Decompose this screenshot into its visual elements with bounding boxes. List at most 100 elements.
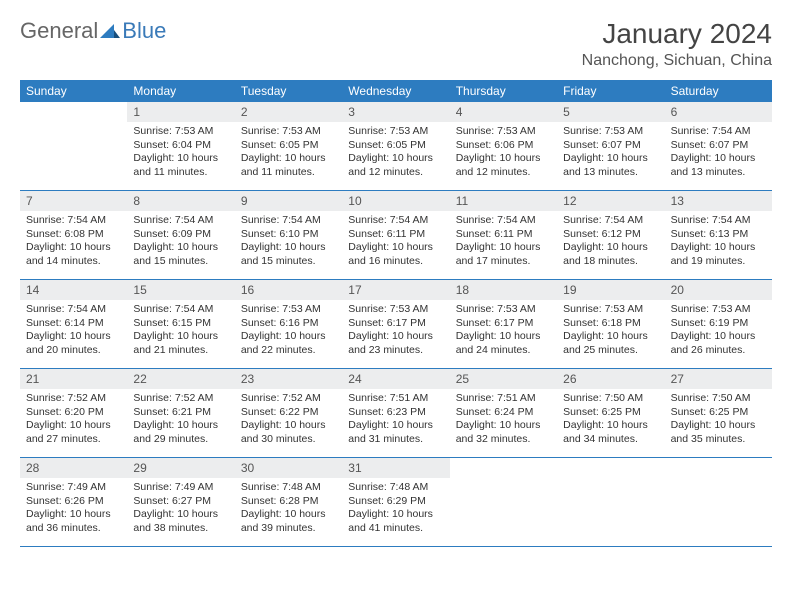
day-details: Sunrise: 7:54 AMSunset: 6:07 PMDaylight:… (665, 125, 772, 180)
day-cell: 29 Sunrise: 7:49 AMSunset: 6:27 PMDayligh… (127, 458, 234, 546)
month-title: January 2024 (582, 18, 772, 50)
day-cell: 22 Sunrise: 7:52 AMSunset: 6:21 PMDayligh… (127, 369, 234, 457)
day-number: 28 (20, 458, 127, 478)
week-row: .1 Sunrise: 7:53 AMSunset: 6:04 PMDayligh… (20, 102, 772, 191)
day-number: 24 (342, 369, 449, 389)
day-cell: 25 Sunrise: 7:51 AMSunset: 6:24 PMDayligh… (450, 369, 557, 457)
day-cell: 13Sunrise: 7:54 AMSunset: 6:13 PMDayligh… (665, 191, 772, 279)
day-number: 25 (450, 369, 557, 389)
day-number: 20 (665, 280, 772, 300)
day-cell: 17Sunrise: 7:53 AMSunset: 6:17 PMDayligh… (342, 280, 449, 368)
day-cell: . (450, 458, 557, 546)
calendar: Sunday Monday Tuesday Wednesday Thursday… (20, 80, 772, 547)
week-row: 7 Sunrise: 7:54 AMSunset: 6:08 PMDaylight… (20, 191, 772, 280)
day-cell: 11Sunrise: 7:54 AMSunset: 6:11 PMDayligh… (450, 191, 557, 279)
day-cell: 5 Sunrise: 7:53 AMSunset: 6:07 PMDaylight… (557, 102, 664, 190)
day-details: Sunrise: 7:50 AMSunset: 6:25 PMDaylight:… (665, 392, 772, 447)
logo: General Blue (20, 18, 166, 44)
weekday-label: Wednesday (342, 80, 449, 102)
day-cell: 10Sunrise: 7:54 AMSunset: 6:11 PMDayligh… (342, 191, 449, 279)
weekday-label: Tuesday (235, 80, 342, 102)
day-number: 18 (450, 280, 557, 300)
day-cell: 2 Sunrise: 7:53 AMSunset: 6:05 PMDaylight… (235, 102, 342, 190)
day-number: 3 (342, 102, 449, 122)
day-details: Sunrise: 7:53 AMSunset: 6:06 PMDaylight:… (450, 125, 557, 180)
day-number: 10 (342, 191, 449, 211)
logo-text-general: General (20, 18, 98, 44)
day-cell: 19Sunrise: 7:53 AMSunset: 6:18 PMDayligh… (557, 280, 664, 368)
day-cell: 18 Sunrise: 7:53 AMSunset: 6:17 PMDayligh… (450, 280, 557, 368)
week-row: 28Sunrise: 7:49 AMSunset: 6:26 PMDayligh… (20, 458, 772, 547)
day-cell: 26 Sunrise: 7:50 AMSunset: 6:25 PMDayligh… (557, 369, 664, 457)
header: General Blue January 2024 Nanchong, Sich… (20, 18, 772, 70)
logo-text-blue: Blue (122, 18, 166, 44)
day-cell: 20 Sunrise: 7:53 AMSunset: 6:19 PMDayligh… (665, 280, 772, 368)
day-details: Sunrise: 7:54 AMSunset: 6:08 PMDaylight:… (20, 214, 127, 269)
day-details: Sunrise: 7:53 AMSunset: 6:19 PMDaylight:… (665, 303, 772, 358)
day-details: Sunrise: 7:53 AMSunset: 6:07 PMDaylight:… (557, 125, 664, 180)
day-details: Sunrise: 7:53 AMSunset: 6:16 PMDaylight:… (235, 303, 342, 358)
day-cell: 24 Sunrise: 7:51 AMSunset: 6:23 PMDayligh… (342, 369, 449, 457)
day-details: Sunrise: 7:53 AMSunset: 6:17 PMDaylight:… (342, 303, 449, 358)
weekday-label: Thursday (450, 80, 557, 102)
day-number: 16 (235, 280, 342, 300)
day-cell: 14 Sunrise: 7:54 AMSunset: 6:14 PMDayligh… (20, 280, 127, 368)
day-details: Sunrise: 7:54 AMSunset: 6:11 PMDaylight:… (450, 214, 557, 269)
day-details: Sunrise: 7:53 AMSunset: 6:04 PMDaylight:… (127, 125, 234, 180)
day-cell: . (665, 458, 772, 546)
day-number: 1 (127, 102, 234, 122)
day-details: Sunrise: 7:54 AMSunset: 6:15 PMDaylight:… (127, 303, 234, 358)
day-number: 29 (127, 458, 234, 478)
day-cell: 31Sunrise: 7:48 AMSunset: 6:29 PMDayligh… (342, 458, 449, 546)
location: Nanchong, Sichuan, China (582, 52, 772, 70)
title-block: January 2024 Nanchong, Sichuan, China (582, 18, 772, 70)
day-number: 8 (127, 191, 234, 211)
day-number: 5 (557, 102, 664, 122)
day-details: Sunrise: 7:48 AMSunset: 6:28 PMDaylight:… (235, 481, 342, 536)
day-cell: 23Sunrise: 7:52 AMSunset: 6:22 PMDayligh… (235, 369, 342, 457)
day-cell: 9 Sunrise: 7:54 AMSunset: 6:10 PMDaylight… (235, 191, 342, 279)
day-cell: 8 Sunrise: 7:54 AMSunset: 6:09 PMDaylight… (127, 191, 234, 279)
day-number: 26 (557, 369, 664, 389)
day-details: Sunrise: 7:52 AMSunset: 6:21 PMDaylight:… (127, 392, 234, 447)
day-number: 30 (235, 458, 342, 478)
day-details: Sunrise: 7:50 AMSunset: 6:25 PMDaylight:… (557, 392, 664, 447)
day-details: Sunrise: 7:52 AMSunset: 6:20 PMDaylight:… (20, 392, 127, 447)
day-number: 7 (20, 191, 127, 211)
day-cell: 4 Sunrise: 7:53 AMSunset: 6:06 PMDaylight… (450, 102, 557, 190)
day-cell: 30 Sunrise: 7:48 AMSunset: 6:28 PMDayligh… (235, 458, 342, 546)
day-number: 27 (665, 369, 772, 389)
day-cell: . (20, 102, 127, 190)
weekday-label: Saturday (665, 80, 772, 102)
day-details: Sunrise: 7:53 AMSunset: 6:17 PMDaylight:… (450, 303, 557, 358)
day-details: Sunrise: 7:54 AMSunset: 6:14 PMDaylight:… (20, 303, 127, 358)
day-details: Sunrise: 7:54 AMSunset: 6:12 PMDaylight:… (557, 214, 664, 269)
day-details: Sunrise: 7:51 AMSunset: 6:24 PMDaylight:… (450, 392, 557, 447)
day-number: 13 (665, 191, 772, 211)
day-details: Sunrise: 7:49 AMSunset: 6:27 PMDaylight:… (127, 481, 234, 536)
day-number: 6 (665, 102, 772, 122)
weekday-label: Friday (557, 80, 664, 102)
day-cell: 6 Sunrise: 7:54 AMSunset: 6:07 PMDaylight… (665, 102, 772, 190)
day-details: Sunrise: 7:51 AMSunset: 6:23 PMDaylight:… (342, 392, 449, 447)
weekday-header: Sunday Monday Tuesday Wednesday Thursday… (20, 80, 772, 102)
day-details: Sunrise: 7:53 AMSunset: 6:05 PMDaylight:… (342, 125, 449, 180)
weeks-container: .1Sunrise: 7:53 AMSunset: 6:04 PMDayligh… (20, 102, 772, 547)
day-number: 23 (235, 369, 342, 389)
day-number: 14 (20, 280, 127, 300)
logo-mark-icon (100, 18, 120, 44)
day-details: Sunrise: 7:54 AMSunset: 6:09 PMDaylight:… (127, 214, 234, 269)
week-row: 21Sunrise: 7:52 AMSunset: 6:20 PMDayligh… (20, 369, 772, 458)
day-number: 2 (235, 102, 342, 122)
day-cell: 12Sunrise: 7:54 AMSunset: 6:12 PMDayligh… (557, 191, 664, 279)
day-details: Sunrise: 7:54 AMSunset: 6:10 PMDaylight:… (235, 214, 342, 269)
day-number: 9 (235, 191, 342, 211)
day-cell: 15Sunrise: 7:54 AMSunset: 6:15 PMDayligh… (127, 280, 234, 368)
day-details: Sunrise: 7:53 AMSunset: 6:05 PMDaylight:… (235, 125, 342, 180)
weekday-label: Sunday (20, 80, 127, 102)
day-number: 19 (557, 280, 664, 300)
day-cell: 3 Sunrise: 7:53 AMSunset: 6:05 PMDaylight… (342, 102, 449, 190)
day-number: 4 (450, 102, 557, 122)
week-row: 14 Sunrise: 7:54 AMSunset: 6:14 PMDayligh… (20, 280, 772, 369)
day-number: 22 (127, 369, 234, 389)
